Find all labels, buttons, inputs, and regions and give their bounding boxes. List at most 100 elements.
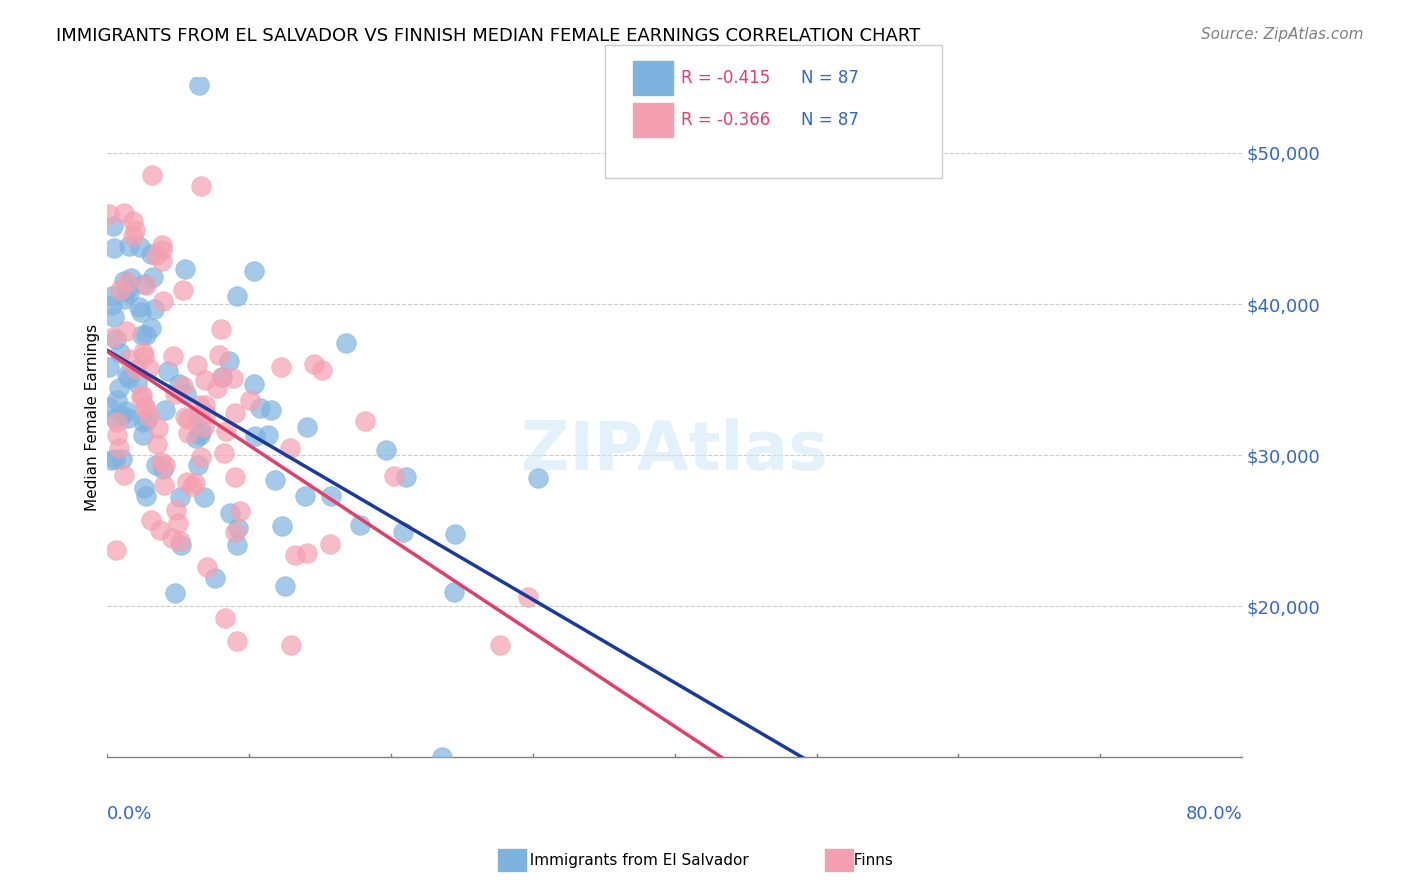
Point (488, 638, 510, 652)
Point (271, 518, 294, 533)
Point (145, 437, 167, 451)
Point (146, 421, 169, 435)
Point (111, 452, 134, 467)
Point (218, 506, 240, 520)
Point (152, 462, 174, 476)
Point (229, 503, 252, 517)
Point (141, 321, 163, 335)
Point (172, 378, 194, 392)
Point (132, 344, 155, 359)
Point (135, 489, 157, 503)
Point (115, 324, 138, 338)
Point (97, 360, 120, 375)
Point (114, 467, 136, 482)
Point (118, 371, 141, 385)
Point (187, 409, 209, 424)
Point (141, 513, 163, 527)
Point (118, 286, 141, 301)
Point (318, 537, 340, 551)
Point (108, 345, 131, 359)
Point (260, 403, 283, 417)
Point (349, 518, 371, 533)
Point (103, 330, 125, 344)
Point (204, 571, 226, 585)
Point (280, 638, 302, 652)
Point (100, 452, 122, 467)
Point (134, 277, 156, 291)
Point (245, 428, 267, 442)
Point (135, 327, 157, 342)
Point (335, 335, 357, 350)
Text: Finns: Finns (844, 854, 893, 868)
Point (174, 262, 197, 277)
Point (107, 392, 129, 407)
Point (141, 169, 163, 183)
Point (103, 241, 125, 255)
Point (138, 360, 160, 375)
Point (152, 238, 174, 252)
Point (156, 363, 179, 377)
Point (149, 523, 172, 537)
Point (104, 411, 127, 425)
Text: IMMIGRANTS FROM EL SALVADOR VS FINNISH MEDIAN FEMALE EARNINGS CORRELATION CHART: IMMIGRANTS FROM EL SALVADOR VS FINNISH M… (56, 27, 921, 45)
Point (270, 360, 292, 375)
Point (152, 293, 174, 308)
Point (112, 206, 135, 220)
Point (153, 403, 176, 417)
Point (118, 238, 141, 252)
Point (374, 443, 396, 458)
Point (222, 370, 245, 384)
Point (195, 560, 218, 574)
Point (443, 584, 465, 599)
Point (193, 419, 215, 434)
Point (169, 533, 191, 548)
Point (112, 292, 135, 306)
Point (295, 546, 318, 560)
Point (104, 543, 127, 558)
Text: Immigrants from El Salvador: Immigrants from El Salvador (520, 854, 749, 868)
Point (165, 503, 187, 517)
Point (174, 387, 197, 401)
Point (122, 229, 145, 244)
Point (176, 411, 198, 425)
Point (104, 451, 127, 466)
Point (257, 427, 280, 442)
Point (249, 401, 271, 415)
Text: N = 87: N = 87 (801, 112, 859, 129)
Point (187, 458, 209, 472)
Point (353, 414, 375, 428)
Point (208, 348, 231, 362)
Point (165, 586, 187, 600)
Point (134, 401, 156, 415)
Point (108, 381, 131, 395)
Point (395, 470, 418, 484)
Point (184, 476, 207, 491)
Point (212, 446, 235, 460)
Point (150, 243, 173, 257)
Text: 80.0%: 80.0% (1185, 805, 1241, 823)
Point (195, 407, 218, 421)
Point (242, 376, 264, 391)
Point (193, 491, 215, 505)
Point (278, 441, 301, 455)
Point (103, 310, 125, 324)
Point (117, 411, 139, 425)
Point (139, 247, 162, 261)
Point (273, 579, 295, 593)
Point (517, 590, 540, 604)
Point (180, 479, 202, 493)
Point (311, 363, 333, 377)
Point (105, 416, 128, 430)
Point (135, 278, 157, 293)
Point (205, 381, 228, 395)
Point (294, 489, 316, 503)
Point (194, 398, 217, 412)
Point (103, 219, 125, 234)
Point (391, 525, 413, 540)
Point (108, 441, 131, 455)
Point (142, 301, 165, 316)
Point (190, 450, 212, 465)
Point (243, 264, 266, 278)
Point (97, 206, 120, 220)
Point (188, 398, 211, 412)
